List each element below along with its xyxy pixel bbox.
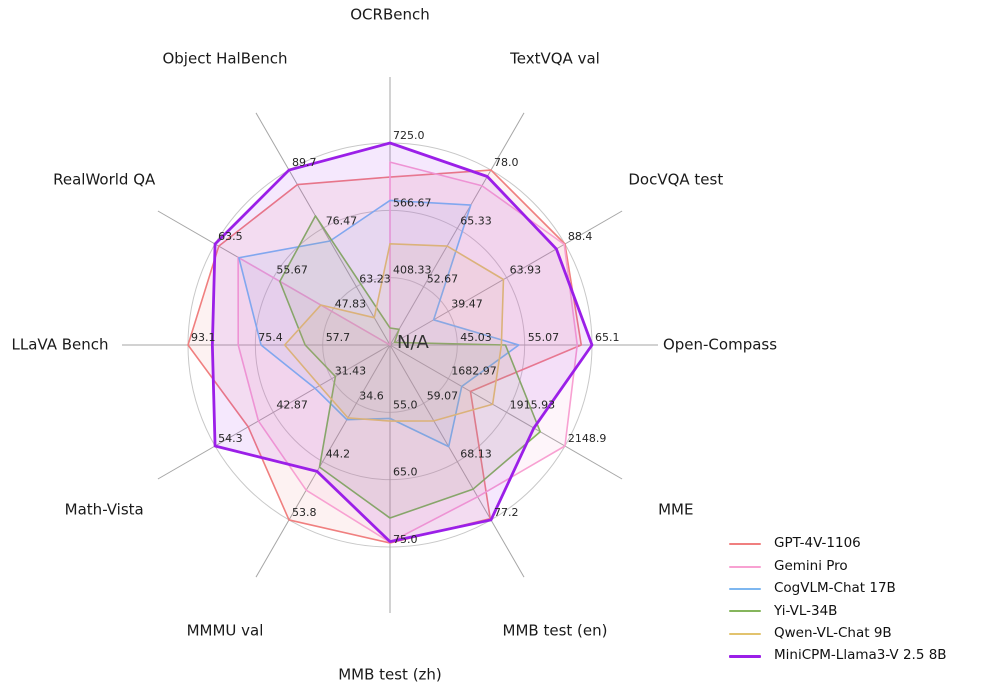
tick-label: 77.2 [494, 506, 519, 519]
tick-label: 55.0 [393, 398, 418, 411]
category-label-mme: MME [658, 501, 693, 519]
tick-label: 76.47 [326, 214, 358, 227]
tick-label: 65.0 [393, 466, 418, 479]
tick-label: 47.83 [335, 297, 367, 310]
tick-label: 75.4 [258, 331, 283, 344]
series-polygon-yi-vl-34b [279, 215, 542, 519]
category-label-mmmu-val: MMMU val [187, 621, 264, 639]
series-polygon-qwen-vl-chat-9b [283, 242, 505, 422]
category-label-mmb-test-zh-: MMB test (zh) [338, 666, 442, 684]
category-label-open-compass: Open-Compass [663, 336, 777, 354]
tick-label: 93.1 [191, 331, 216, 344]
legend-label: Qwen-VL-Chat 9B [774, 625, 892, 641]
tick-label: 2148.9 [568, 432, 607, 445]
category-label-mmb-test-en-: MMB test (en) [503, 621, 608, 639]
category-label-object-halbench: Object HalBench [162, 50, 287, 68]
legend-item: MiniCPM-Llama3-V 2.5 8B [729, 645, 947, 667]
axis-spoke [255, 112, 391, 346]
legend-line-swatch [729, 587, 761, 590]
axis-spoke [255, 344, 391, 578]
axis-spoke [389, 344, 623, 480]
tick-label: 53.8 [292, 506, 317, 519]
tick-label: 55.07 [528, 331, 560, 344]
category-label-docvqa-test: DocVQA test [628, 171, 723, 189]
legend-item: Qwen-VL-Chat 9B [729, 623, 947, 645]
center-na-label: N/A [397, 332, 430, 353]
tick-label: 45.03 [460, 331, 492, 344]
tick-label: 63.5 [218, 230, 243, 243]
tick-label: 65.33 [460, 214, 492, 227]
tick-label: 63.93 [510, 264, 541, 277]
legend-label: GPT-4V-1106 [774, 535, 861, 552]
tick-label: 75.0 [393, 533, 418, 546]
tick-label: 57.7 [326, 331, 351, 344]
legend-line-swatch [729, 654, 761, 658]
tick-label: 88.4 [568, 230, 593, 243]
series-polygon-cogvlm-chat-17b [238, 199, 520, 448]
tick-label: 566.67 [393, 196, 432, 209]
legend-item: CogVLM-Chat 17B [729, 578, 947, 600]
axis-spoke [389, 344, 525, 578]
tick-label: 55.67 [276, 264, 308, 277]
legend: GPT-4V-1106 Gemini Pro CogVLM-Chat 17B Yi-V… [729, 533, 947, 667]
legend-line-swatch [729, 565, 761, 568]
tick-label: 408.33 [393, 264, 432, 277]
legend-label: MiniCPM-Llama3-V 2.5 8B [774, 647, 947, 664]
category-label-realworld-qa: RealWorld QA [53, 171, 156, 189]
tick-label: 1915.93 [510, 398, 555, 411]
legend-line-swatch [729, 543, 761, 546]
category-label-llava-bench: LLaVA Bench [11, 336, 108, 354]
tick-label: 52.67 [427, 273, 459, 286]
legend-item: Yi-VL-34B [729, 600, 947, 622]
legend-item: GPT-4V-1106 [729, 533, 947, 555]
category-label-textvqa-val: TextVQA val [509, 50, 600, 68]
axis-spoke [389, 112, 525, 346]
tick-label: 68.13 [460, 448, 492, 461]
tick-label: 63.23 [359, 273, 391, 286]
tick-label: 1682.97 [451, 365, 497, 378]
tick-label: 725.0 [393, 129, 425, 142]
tick-label: 89.7 [292, 156, 317, 169]
legend-label: CogVLM-Chat 17B [774, 580, 896, 597]
category-label-math-vista: Math-Vista [65, 501, 144, 519]
legend-line-swatch [729, 632, 761, 635]
tick-label: 44.2 [326, 448, 351, 461]
tick-label: 34.6 [359, 389, 384, 402]
axis-spoke [157, 344, 391, 480]
legend-label: Yi-VL-34B [774, 602, 838, 619]
legend-item: Gemini Pro [729, 555, 947, 577]
series-polygon-minicpm-llama3-v-2-5-8b [210, 141, 594, 544]
tick-label: 65.1 [595, 331, 620, 344]
category-label-ocrbench: OCRBench [350, 6, 429, 24]
legend-line-swatch [729, 610, 761, 613]
axis-spoke [389, 210, 623, 346]
tick-label: 59.07 [427, 389, 459, 402]
tick-label: 78.0 [494, 156, 519, 169]
tick-label: 39.47 [451, 297, 483, 310]
tick-label: 42.87 [276, 398, 308, 411]
tick-label: 54.3 [218, 432, 243, 445]
tick-label: 31.43 [335, 365, 367, 378]
legend-label: Gemini Pro [774, 557, 848, 574]
